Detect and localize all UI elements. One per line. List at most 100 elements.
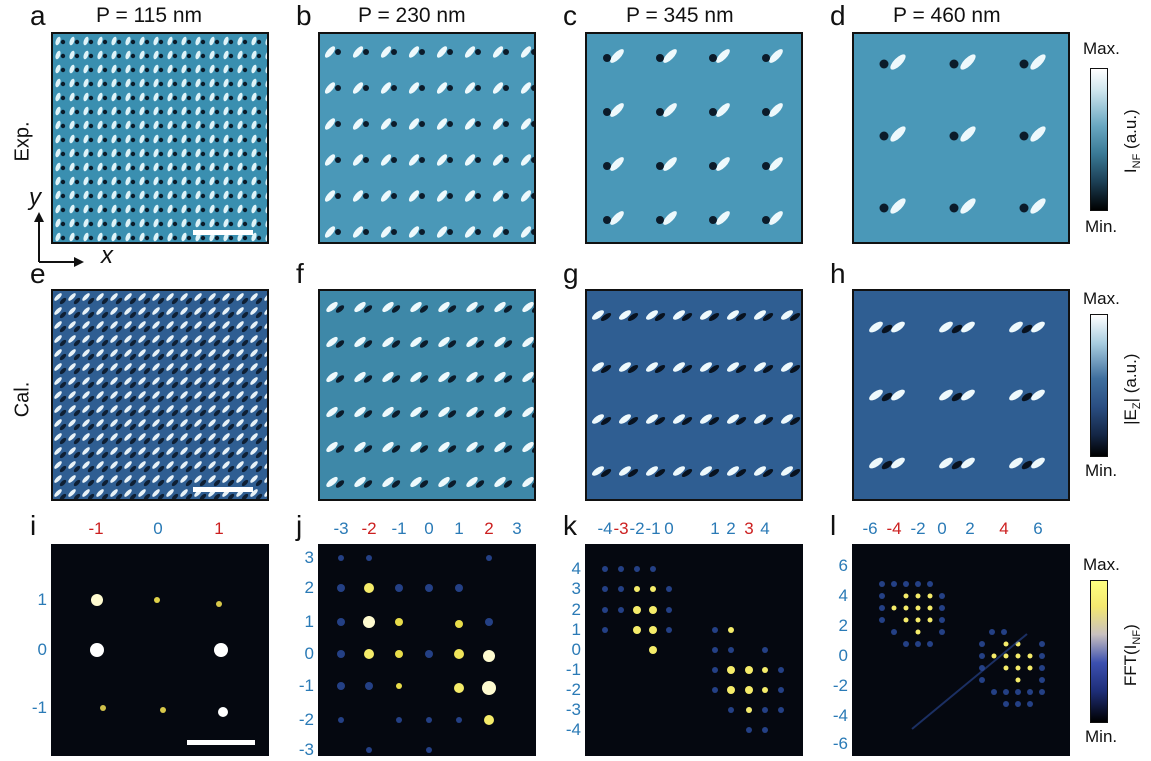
fft-j-top-tick: -2 bbox=[361, 519, 377, 538]
nearfield-map-a bbox=[53, 34, 267, 242]
fft-j-left-tick: 3 bbox=[304, 548, 314, 567]
row-label-exp: Exp. bbox=[11, 121, 34, 162]
fft-map-i bbox=[90, 594, 228, 717]
cbar-fft-title-text: FFT(INF) bbox=[1120, 624, 1144, 687]
fft-j-left-tick: -1 bbox=[298, 676, 314, 695]
panel-a-exp-p115 bbox=[51, 32, 269, 244]
letter-k: k bbox=[563, 510, 577, 541]
fft-j-left-tick: -2 bbox=[298, 710, 314, 729]
colorbar-fft bbox=[1090, 580, 1108, 723]
fft-l-left-tick: 6 bbox=[838, 556, 848, 575]
panel-j-fft-p230 bbox=[318, 544, 536, 756]
fft-l-left-tick: 4 bbox=[838, 586, 848, 605]
fft-i-left-tick: 1 bbox=[37, 590, 47, 609]
panel-i-fft-p115 bbox=[51, 544, 269, 756]
panel-d-exp-p460 bbox=[852, 32, 1070, 244]
fft-j-top-tick: -1 bbox=[391, 519, 407, 538]
fft-i-left-tick: -1 bbox=[31, 698, 47, 717]
cbar-exp-min: Min. bbox=[1085, 217, 1118, 236]
fft-l-left-tick: -6 bbox=[832, 734, 848, 753]
fft-j-left-tick: 1 bbox=[304, 612, 314, 631]
fft-l-left-tick: -4 bbox=[832, 706, 848, 725]
field-map-f bbox=[320, 291, 534, 499]
letter-e: e bbox=[30, 258, 46, 289]
fft-k-top-tick: 0 bbox=[664, 519, 674, 538]
cbar-cal-title: |EZ| (a.u.) bbox=[1121, 319, 1143, 459]
title-p230: P = 230 nm bbox=[358, 4, 466, 27]
fft-l-top-tick: -2 bbox=[910, 519, 926, 538]
fft-k-top-tick: 2 bbox=[726, 519, 736, 538]
panel-c-exp-p345 bbox=[585, 32, 803, 244]
letter-c: c bbox=[563, 0, 577, 31]
fft-l-top-tick: -4 bbox=[886, 519, 902, 538]
axis-x-label: x bbox=[101, 242, 113, 269]
cbar-fft-min: Min. bbox=[1085, 727, 1118, 746]
panel-l-fft-p460 bbox=[852, 544, 1070, 756]
fft-l-top-tick: 6 bbox=[1033, 519, 1043, 538]
fft-j-top-tick: 1 bbox=[454, 519, 464, 538]
cbar-fft-title: FFT(INF) bbox=[1121, 585, 1143, 725]
panel-h-cal-p460 bbox=[852, 289, 1070, 501]
letter-i: i bbox=[30, 510, 37, 541]
fft-map-k bbox=[602, 566, 784, 733]
fft-k-left-tick: 2 bbox=[571, 600, 581, 619]
cbar-exp-title: INF (a.u.) bbox=[1121, 71, 1143, 211]
cbar-cal-min: Min. bbox=[1085, 461, 1118, 480]
panel-g-cal-p345 bbox=[585, 289, 803, 501]
letter-g: g bbox=[563, 258, 579, 289]
fft-k-left-tick: 0 bbox=[571, 640, 581, 659]
fft-j-left-tick: -3 bbox=[298, 740, 314, 759]
x-arrow-head bbox=[74, 257, 84, 267]
letter-a: a bbox=[30, 0, 46, 31]
cbar-exp-max: Max. bbox=[1083, 39, 1120, 58]
fft-i-left-tick: 0 bbox=[37, 640, 47, 659]
fft-k-left-tick: -1 bbox=[565, 660, 581, 679]
cbar-cal-title-text: |EZ| (a.u.) bbox=[1120, 353, 1144, 425]
panel-f-cal-p230 bbox=[318, 289, 536, 501]
scale-bar-e bbox=[193, 487, 253, 492]
colorbar-cal bbox=[1090, 314, 1108, 457]
fft-l-left-tick: 0 bbox=[838, 646, 848, 665]
fft-k-top-tick: -1 bbox=[645, 519, 661, 538]
fft-j-left-tick: 2 bbox=[304, 578, 314, 597]
fft-l-top-tick: 2 bbox=[965, 519, 975, 538]
fft-map-j bbox=[337, 555, 496, 753]
cbar-fft-max: Max. bbox=[1083, 555, 1120, 574]
panel-e-cal-p115 bbox=[51, 289, 269, 501]
fft-i-top-tick: 0 bbox=[153, 519, 163, 538]
fft-k-top-tick: 1 bbox=[710, 519, 720, 538]
fft-l-top-tick: 4 bbox=[999, 519, 1009, 538]
fft-k-left-tick: 3 bbox=[571, 579, 581, 598]
fft-j-top-tick: 2 bbox=[484, 519, 494, 538]
title-p345: P = 345 nm bbox=[626, 4, 734, 27]
letter-j: j bbox=[296, 510, 303, 541]
panel-k-fft-p345 bbox=[585, 544, 803, 756]
fft-k-left-tick: 4 bbox=[571, 559, 581, 578]
field-map-h bbox=[854, 291, 1068, 499]
fft-j-top-tick: 0 bbox=[424, 519, 434, 538]
fft-l-left-tick: -2 bbox=[832, 676, 848, 695]
field-map-e bbox=[53, 291, 267, 499]
fft-l-top-tick: 0 bbox=[937, 519, 947, 538]
fft-j-left-tick: 0 bbox=[304, 644, 314, 663]
fft-k-top-tick: -4 bbox=[597, 519, 613, 538]
title-p115: P = 115 nm bbox=[96, 4, 203, 27]
nearfield-map-c bbox=[587, 34, 801, 242]
fft-k-top-tick: 3 bbox=[744, 519, 754, 538]
field-map-g bbox=[587, 291, 801, 499]
panel-b-exp-p230 bbox=[318, 32, 536, 244]
fft-i-top-tick: -1 bbox=[88, 519, 104, 538]
cbar-exp-title-text: INF (a.u.) bbox=[1120, 109, 1144, 174]
letter-f: f bbox=[296, 258, 304, 289]
letter-d: d bbox=[830, 0, 846, 31]
fft-k-left-tick: 1 bbox=[571, 620, 581, 639]
letter-l: l bbox=[830, 510, 837, 541]
fft-j-top-tick: 3 bbox=[512, 519, 522, 538]
fft-k-left-tick: -2 bbox=[565, 680, 581, 699]
axis-y-label: y bbox=[29, 184, 41, 211]
fft-j-top-tick: -3 bbox=[333, 519, 349, 538]
nearfield-map-b bbox=[320, 34, 534, 242]
colorbar-exp bbox=[1090, 68, 1108, 211]
letter-h: h bbox=[830, 258, 846, 289]
fft-k-left-tick: -3 bbox=[565, 700, 581, 719]
